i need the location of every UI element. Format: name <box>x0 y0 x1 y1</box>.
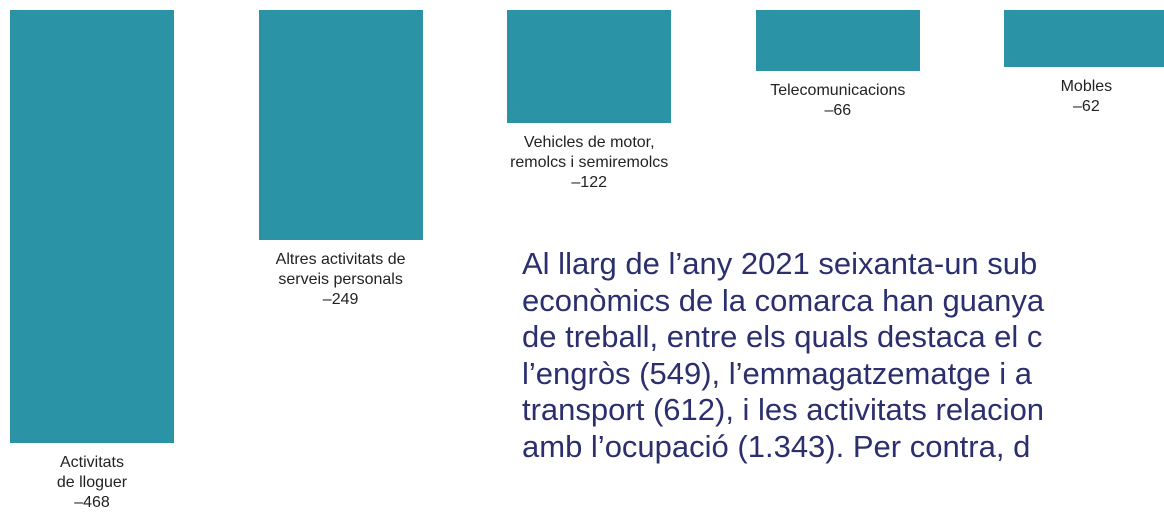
bar-label: Vehicles de motor, remolcs i semiremolcs… <box>469 133 709 193</box>
text-line: Al llarg de l’any 2021 seixanta-un sub <box>522 246 1038 281</box>
bar <box>258 10 423 241</box>
category-label: Vehicles de motor, remolcs i semiremolcs <box>510 133 669 171</box>
bar <box>755 10 920 72</box>
bar <box>1004 10 1164 68</box>
category-label: Mobles <box>1060 78 1113 96</box>
bar-label: Mobles –62 <box>966 77 1164 117</box>
value-label: –468 <box>74 493 110 511</box>
value-label: –122 <box>571 173 607 191</box>
value-label: –249 <box>322 291 359 309</box>
text-line: transport (612), i les activitats relaci… <box>522 392 1045 427</box>
text-line: l’engròs (549), l’emmagatzematge i a <box>522 355 1033 391</box>
value-label: –62 <box>1073 98 1100 116</box>
paragraph: Al llarg de l’any 2021 seixanta-un sub ec… <box>522 246 1164 465</box>
category-label: Telecomunicacions <box>770 82 906 100</box>
category-label: Activitats de lloguer <box>56 453 128 491</box>
text-line: de treball, entre els quals destaca el c <box>522 319 1043 354</box>
bar-label: Telecomunicacions –66 <box>718 81 958 121</box>
bar-label: Altres activitats de serveis personals –2… <box>221 250 461 310</box>
bar <box>10 10 174 443</box>
value-label: –66 <box>824 102 852 120</box>
text-line: econòmics de la comarca han guanya <box>522 282 1045 318</box>
bar <box>507 10 672 123</box>
text-line: amb l’ocupació (1.343). Per contra, d <box>522 428 1031 464</box>
category-label: Altres activitats de serveis personals <box>275 251 406 289</box>
bar-label: Activitats de lloguer –468 <box>0 453 212 513</box>
